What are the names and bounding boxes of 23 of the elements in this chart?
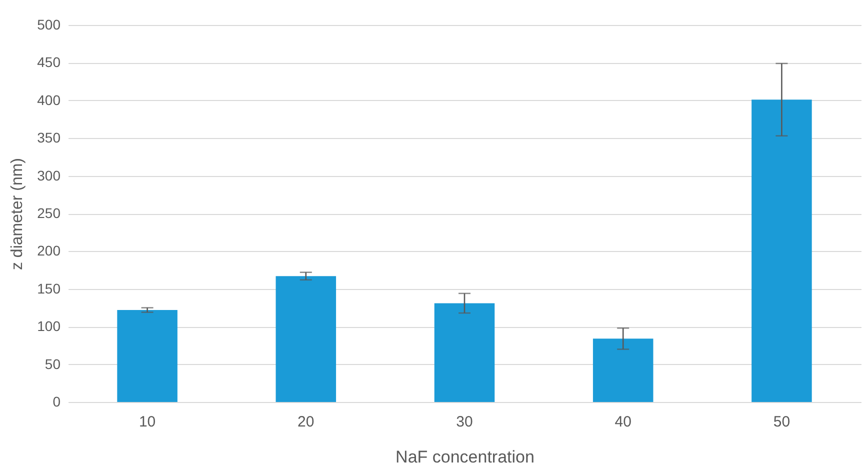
y-tick-label: 350 [37, 130, 61, 146]
y-tick-label: 0 [52, 394, 61, 410]
x-axis-title: NaF concentration [396, 448, 534, 466]
x-tick-label: 10 [138, 414, 156, 430]
bar [117, 310, 178, 402]
y-tick-label: 200 [37, 242, 61, 259]
x-tick-label: 20 [298, 414, 314, 430]
bar [592, 338, 654, 402]
y-tick-label: 500 [37, 16, 61, 32]
x-tick-label: 30 [456, 414, 473, 430]
y-axis-title: z diameter (nm) [9, 158, 26, 270]
y-tick-label: 250 [37, 205, 61, 221]
y-tick-label: 100 [37, 318, 61, 334]
y-tick-label: 50 [44, 356, 61, 372]
x-tick-label: 50 [773, 414, 790, 430]
bar [434, 303, 495, 402]
bar [752, 100, 812, 402]
x-tick-label: 40 [614, 414, 632, 430]
y-tick-label: 150 [37, 280, 61, 296]
y-tick-label: 400 [37, 92, 61, 108]
y-tick-label: 300 [37, 167, 61, 184]
y-tick-label: 450 [37, 54, 61, 70]
bar [276, 276, 336, 402]
